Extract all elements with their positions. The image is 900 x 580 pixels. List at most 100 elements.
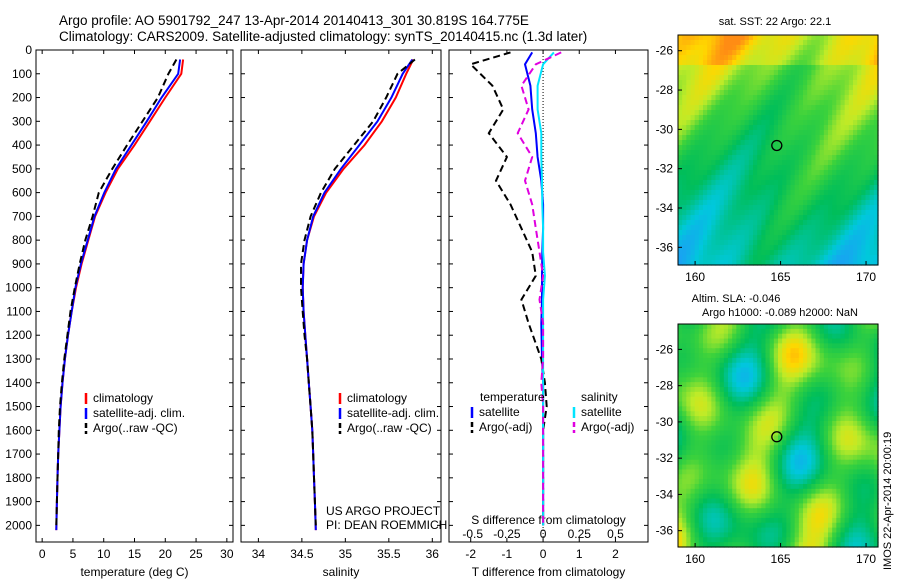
map-cell: [832, 387, 837, 393]
map-cell: [744, 170, 750, 176]
map-cell: [828, 100, 833, 106]
map-cell: [819, 55, 825, 61]
map-cell: [873, 160, 879, 166]
map-cell: [815, 130, 821, 136]
map-cell: [682, 503, 687, 509]
map-cell: [798, 522, 804, 529]
map-cell: [694, 95, 700, 101]
map-cell: [848, 60, 854, 66]
map-cell: [853, 240, 858, 246]
map-cell: [832, 125, 837, 131]
map-cell: [848, 110, 854, 116]
map-cell: [757, 195, 762, 201]
map-cell: [732, 513, 737, 519]
map-cell: [778, 372, 783, 378]
map-cell: [694, 235, 700, 241]
map-cell: [765, 420, 771, 427]
map-cell: [815, 522, 821, 529]
map-cell: [803, 110, 808, 116]
map-cell: [807, 170, 812, 176]
map-cell: [773, 372, 779, 378]
map-cell: [790, 55, 796, 61]
map-cell: [807, 60, 812, 66]
map-cell: [828, 396, 833, 403]
map-cell: [832, 85, 837, 91]
map-cell: [778, 454, 783, 461]
map-cell: [836, 140, 842, 146]
map-cell: [744, 469, 750, 475]
map-cell: [711, 464, 717, 471]
map-cell: [744, 401, 750, 408]
map-cell: [869, 250, 875, 256]
map-cell: [744, 503, 750, 509]
map-cell: [798, 90, 804, 96]
map-cell: [682, 328, 687, 335]
map-cell: [719, 130, 725, 136]
map-cell: [811, 440, 817, 446]
map-cell: [711, 416, 717, 422]
map-cell: [715, 155, 721, 161]
map-cell: [778, 155, 783, 161]
map-cell: [778, 125, 783, 131]
map-cell: [728, 140, 733, 146]
map-cell: [778, 493, 783, 500]
map-cell: [869, 235, 875, 241]
map-cell: [728, 255, 733, 261]
map-cell: [703, 440, 708, 446]
map-cell: [778, 537, 783, 543]
map-cell: [707, 100, 712, 106]
map-cell: [798, 454, 804, 461]
map-cell: [707, 445, 712, 451]
map-cell: [765, 348, 771, 354]
map-cell: [711, 100, 717, 106]
map-cell: [719, 454, 725, 461]
map-cell: [836, 110, 842, 116]
map-cell: [865, 411, 871, 417]
map-cell: [836, 479, 842, 485]
map-cell: [815, 469, 821, 475]
map-cell: [794, 160, 800, 166]
map-cell: [694, 205, 700, 211]
map-cell: [786, 450, 792, 456]
map-cell: [715, 425, 721, 432]
map-cell: [719, 357, 725, 364]
map-cell: [794, 503, 800, 509]
map-cell: [786, 498, 792, 504]
map-cell: [790, 75, 796, 81]
map-cell: [782, 420, 787, 427]
map-cell: [703, 140, 708, 146]
map-cell: [844, 542, 850, 548]
map-cell: [715, 40, 721, 46]
map-cell: [803, 348, 808, 354]
map-cell: [715, 260, 721, 266]
map-cell: [686, 333, 692, 340]
map-cell: [769, 377, 775, 383]
map-cell: [844, 95, 850, 101]
map-cell: [782, 195, 787, 201]
map-cell: [823, 493, 829, 500]
map-cell: [823, 175, 829, 181]
map-cell: [790, 50, 796, 56]
map-cell: [798, 508, 804, 514]
map-cell: [803, 493, 808, 500]
map-cell: [798, 542, 804, 548]
map-cell: [728, 343, 733, 349]
map-cell: [719, 65, 725, 71]
map-cell: [740, 425, 746, 432]
map-cell: [782, 483, 787, 490]
map-cell: [707, 80, 712, 86]
map-cell: [815, 493, 821, 500]
map-cell: [773, 170, 779, 176]
map-cell: [773, 348, 779, 354]
map-cell: [748, 333, 754, 340]
map-cell: [769, 175, 775, 181]
map-cell: [819, 391, 825, 398]
map-cell: [703, 210, 708, 216]
map-cell: [836, 542, 842, 548]
map-cell: [790, 522, 796, 529]
x-tick-label: 34.5: [290, 547, 314, 561]
map-cell: [782, 150, 787, 156]
map-cell: [728, 372, 733, 378]
map-cell: [723, 195, 729, 201]
map-cell: [761, 225, 767, 231]
